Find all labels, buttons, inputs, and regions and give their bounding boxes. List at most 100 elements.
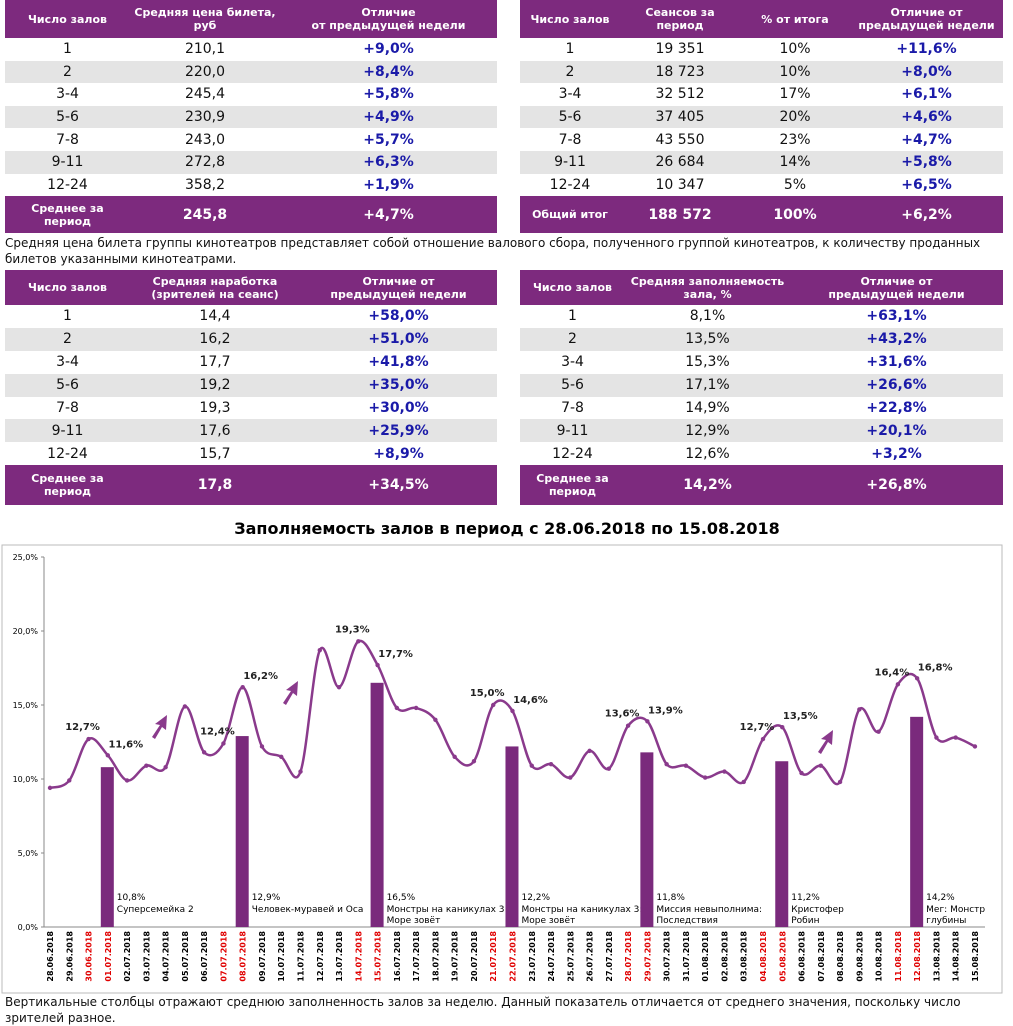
x-tick-label: 09.07.2018 bbox=[258, 931, 267, 982]
x-tick-label: 20.07.2018 bbox=[470, 931, 479, 982]
bar-label: 11,8% bbox=[656, 893, 685, 903]
x-tick-label: 04.08.2018 bbox=[759, 931, 768, 982]
table-row: 12-24 15,7 +8,9% bbox=[5, 442, 497, 465]
point bbox=[645, 719, 650, 724]
table-cell: 272,8 bbox=[130, 150, 280, 174]
table-cell: 9-11 bbox=[520, 419, 625, 443]
bar-note: глубины bbox=[926, 916, 966, 926]
table-cell: +41,8% bbox=[368, 354, 429, 371]
header-row: Число залов Средняя наработка (зрителей н… bbox=[5, 270, 497, 305]
table-cell: +6,5% bbox=[901, 176, 952, 193]
bar bbox=[775, 761, 789, 927]
table-cell: Сеансов за период bbox=[620, 0, 740, 38]
table-row: 1 14,4 +58,0% bbox=[5, 305, 497, 328]
table-row: 9-11 17,6 +25,9% bbox=[5, 419, 497, 443]
bar bbox=[640, 752, 654, 927]
point bbox=[914, 676, 920, 681]
x-tick-label: 02.07.2018 bbox=[123, 931, 132, 982]
point bbox=[972, 744, 978, 749]
table-row: 2 220,0 +8,4% bbox=[5, 60, 497, 84]
table-cell: 245,4 bbox=[184, 86, 226, 103]
table-cell: 14% bbox=[740, 150, 850, 174]
table-cell: 5-6 bbox=[520, 373, 625, 397]
table-row: 5-6 37 405 20% +4,6% bbox=[520, 105, 1003, 129]
table-cell: 32 512 bbox=[655, 86, 705, 103]
point bbox=[953, 735, 958, 740]
x-tick-label: 14.08.2018 bbox=[952, 931, 961, 982]
table-cell: 43 550 bbox=[655, 131, 705, 148]
point bbox=[606, 766, 612, 771]
table-cell: 37 405 bbox=[620, 105, 740, 129]
x-tick-label: 15.07.2018 bbox=[374, 931, 383, 982]
point bbox=[510, 708, 515, 714]
point bbox=[780, 725, 785, 730]
data-table: Число залов Средняя наработка (зрителей н… bbox=[5, 270, 497, 506]
table-cell: 26 684 bbox=[620, 150, 740, 174]
point bbox=[124, 778, 130, 783]
table-cell: +9,0% bbox=[363, 41, 414, 58]
x-tick-label: 13.07.2018 bbox=[335, 931, 344, 982]
bar bbox=[100, 767, 114, 927]
bar-label: 10,8% bbox=[117, 893, 146, 903]
table-cell: 243,0 bbox=[184, 131, 226, 148]
x-tick-label: 06.08.2018 bbox=[798, 931, 807, 982]
table-cell: 7-8 bbox=[558, 131, 582, 148]
x-tick-label: 05.07.2018 bbox=[181, 931, 190, 982]
table-cell: 12-24 bbox=[552, 445, 593, 462]
bar-label: 14,2% bbox=[926, 893, 955, 903]
x-tick-label: 07.08.2018 bbox=[817, 931, 826, 982]
y-tick-label: 15,0% bbox=[13, 701, 39, 710]
bar-note: Кристофер bbox=[791, 905, 844, 915]
point bbox=[876, 729, 881, 734]
table-cell: 1 bbox=[565, 41, 575, 58]
bar-label: 11,2% bbox=[791, 893, 820, 903]
data-table: Число залов Средняя цена билета, руб Отлич… bbox=[5, 0, 497, 234]
data-label: 19,3% bbox=[335, 624, 370, 635]
footer-row: Общий итог 188 572 100% +6,2% bbox=[520, 196, 1003, 234]
table-cell: Средняя наработка (зрителей на сеанс) bbox=[130, 270, 300, 305]
table-cell: 2 bbox=[520, 60, 620, 84]
point bbox=[317, 648, 322, 653]
table-cell: +6,2% bbox=[850, 196, 1003, 234]
table-cell: +26,6% bbox=[790, 373, 1003, 397]
table-cell: 19,3 bbox=[199, 400, 231, 416]
table-cell: 1 bbox=[63, 308, 72, 325]
table-cell: +22,8% bbox=[866, 400, 927, 416]
point bbox=[279, 754, 284, 759]
data-label: 13,9% bbox=[648, 705, 683, 716]
x-tick-label: 03.07.2018 bbox=[142, 931, 151, 982]
x-tick-label: 17.07.2018 bbox=[412, 931, 421, 982]
x-tick-label: 11.07.2018 bbox=[297, 931, 306, 982]
table-cell: Отличие от предыдущей недели bbox=[300, 270, 497, 305]
header-row: Число залов Средняя цена билета, руб Отлич… bbox=[5, 0, 497, 38]
data-label: 14,6% bbox=[513, 695, 548, 706]
data-label: 15,0% bbox=[470, 688, 505, 699]
table-cell: 15,3% bbox=[685, 354, 730, 371]
table-cell: Среднее за период bbox=[520, 465, 625, 506]
table-cell: 1 bbox=[568, 308, 577, 325]
point bbox=[182, 704, 188, 709]
bar-label: 12,9% bbox=[252, 893, 281, 903]
point bbox=[568, 775, 573, 780]
x-tick-label: 24.07.2018 bbox=[547, 931, 556, 982]
table-cell: +8,0% bbox=[850, 60, 1003, 84]
table-cell: Число залов bbox=[520, 0, 620, 38]
y-tick-label: 5,0% bbox=[18, 849, 39, 858]
x-tick-label: 19.07.2018 bbox=[451, 931, 460, 982]
point bbox=[67, 778, 72, 783]
point bbox=[86, 736, 91, 742]
table-row: 7-8 19,3 +30,0% bbox=[5, 397, 497, 420]
table-row: 9-11 26 684 14% +5,8% bbox=[520, 150, 1003, 174]
point bbox=[471, 759, 477, 764]
table-cell: 9-11 bbox=[5, 150, 130, 174]
table-cell: Средняя цена билета, руб bbox=[130, 0, 280, 38]
table-cell: 210,1 bbox=[184, 41, 226, 58]
x-tick-label: 01.08.2018 bbox=[701, 931, 710, 982]
point bbox=[934, 735, 939, 740]
table-cell: +6,3% bbox=[280, 150, 497, 174]
table-cell: 7-8 bbox=[56, 131, 79, 148]
point bbox=[799, 770, 804, 776]
data-table: Число залов Сеансов за период% от итога От… bbox=[520, 0, 1003, 234]
